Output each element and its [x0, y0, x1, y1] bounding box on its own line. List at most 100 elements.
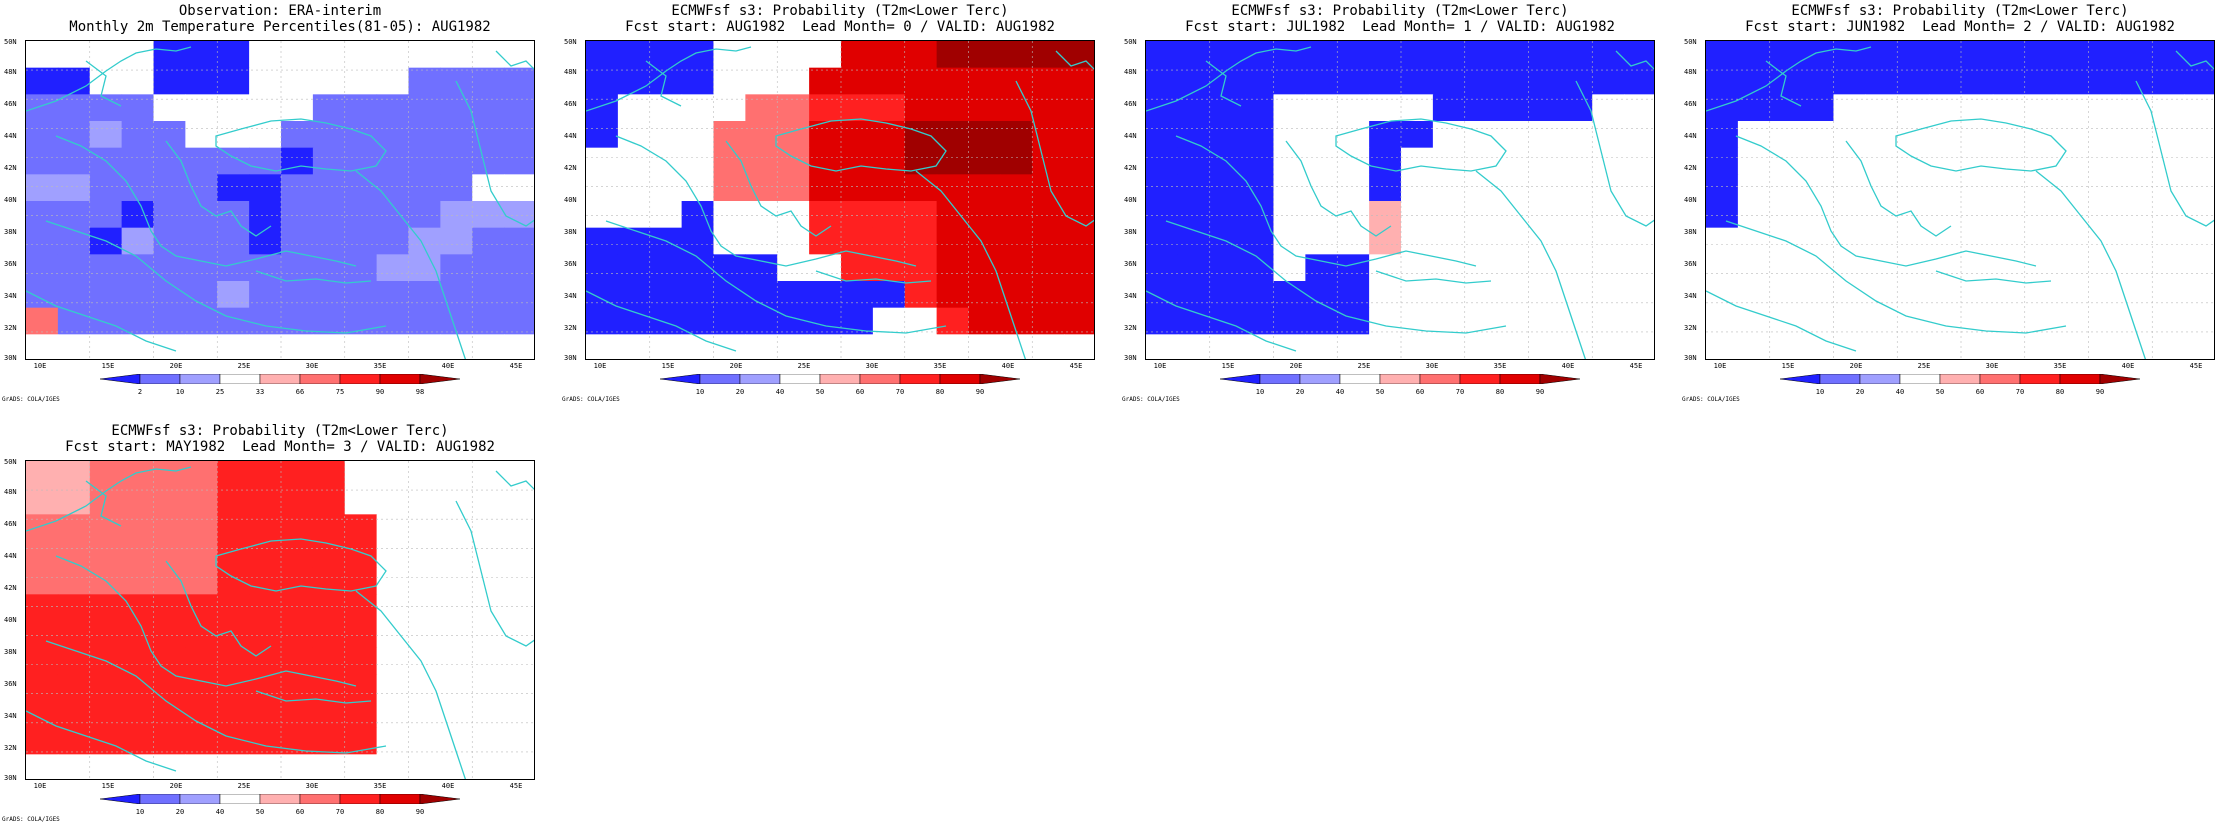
grid-cell	[1064, 174, 1094, 202]
grid-cell	[376, 754, 409, 779]
grid-cell	[1737, 147, 1771, 175]
colorbar-segment	[739, 374, 781, 384]
grid-cell	[713, 281, 746, 309]
grid-cell	[1769, 121, 1803, 149]
grid-cell	[1528, 147, 1561, 175]
grid-cell	[249, 94, 282, 122]
grid-cell	[1706, 121, 1739, 149]
grid-cell	[121, 461, 154, 489]
lon-label: 25E	[797, 362, 811, 370]
grid-cell	[968, 94, 1001, 122]
map-area	[25, 40, 535, 360]
grid-cell	[504, 94, 534, 122]
grid-cell	[153, 541, 186, 569]
grid-cell	[408, 727, 441, 755]
grads-credit: GrADS: COLA/IGES	[562, 396, 620, 403]
grid-cell	[713, 67, 746, 95]
grid-cell	[1064, 121, 1094, 149]
grid-cell	[1032, 121, 1065, 149]
grid-cell	[1737, 254, 1771, 282]
grid-cell	[968, 254, 1001, 282]
grid-cell	[2120, 307, 2153, 335]
lat-label: 48N	[564, 68, 577, 76]
coastline	[586, 46, 752, 112]
grid-cell	[281, 594, 314, 622]
grid-cell	[472, 674, 505, 702]
colorbar-segment	[1259, 374, 1301, 384]
colorbar-label: 50	[1935, 388, 1945, 396]
grid-cell	[57, 227, 91, 255]
grid-cell	[681, 147, 714, 175]
grid-cell	[217, 254, 250, 282]
grid-cell	[1737, 334, 1771, 359]
grid-cell	[281, 754, 314, 779]
grid-cell	[249, 647, 282, 675]
colorbar-label: 66	[295, 388, 305, 396]
grid-cell	[1464, 94, 1498, 122]
grid-cell	[1432, 121, 1466, 149]
panel-title-line-1: Observation: ERA-interim	[178, 3, 382, 19]
grid-cell	[1528, 334, 1561, 359]
grid-cell	[586, 174, 619, 202]
panel-title-line-1: ECMWFsf s3: Probability (T2m<Lower Terc)	[1231, 3, 1569, 19]
colorbar-label: 90	[375, 388, 385, 396]
grid-cell	[57, 174, 91, 202]
lat-label: 30N	[4, 774, 17, 782]
panel-title-line-2: Monthly 2m Temperature Percentiles(81-05…	[69, 19, 491, 35]
grid-cell	[2184, 201, 2214, 229]
lat-label: 44N	[1684, 132, 1697, 140]
coastline	[1706, 290, 1857, 352]
grid-cell	[617, 41, 651, 69]
grid-cell	[681, 121, 714, 149]
grid-cell	[408, 701, 441, 729]
grid-cell	[1177, 94, 1211, 122]
grid-cell	[344, 41, 378, 69]
grid-cell	[1241, 201, 1274, 229]
grid-cell	[936, 147, 969, 175]
colorbar-segment	[339, 794, 381, 804]
grid-cell	[26, 754, 59, 779]
grid-cell	[89, 701, 123, 729]
grid-cell	[872, 334, 906, 359]
coastline	[605, 220, 947, 334]
coastline	[815, 270, 932, 284]
grid-cell	[1000, 41, 1033, 69]
grid-cell	[1241, 67, 1274, 95]
grid-cell	[26, 514, 59, 542]
grid-cell	[2056, 227, 2089, 255]
grid-cell	[89, 487, 123, 515]
grid-cell	[504, 514, 534, 542]
colorbar-label: 70	[335, 808, 345, 816]
grid-cell	[217, 174, 250, 202]
grid-cell	[904, 334, 938, 359]
grid-cell	[2056, 307, 2089, 335]
grid-cell	[376, 541, 409, 569]
grid-cell	[153, 334, 186, 359]
grid-cell	[153, 307, 186, 335]
grid-cell	[1897, 281, 1930, 309]
grid-cell	[1000, 94, 1033, 122]
grid-cell	[217, 674, 250, 702]
grid-cell	[344, 121, 378, 149]
grid-cell	[681, 307, 714, 335]
grid-cell	[153, 281, 186, 309]
lon-label: 30E	[1985, 362, 1999, 370]
grid-cell	[57, 674, 91, 702]
grid-cell	[1992, 227, 2026, 255]
grid-cell	[1706, 254, 1739, 282]
grid-cell	[2184, 307, 2214, 335]
grid-cell	[1929, 174, 1962, 202]
colorbar-segment	[1419, 374, 1461, 384]
grid-cell	[2120, 94, 2153, 122]
grid-cell	[586, 334, 619, 359]
colorbar-segment	[1979, 374, 2021, 384]
grid-cell	[249, 754, 282, 779]
grid-cell	[2088, 94, 2121, 122]
grid-cell	[121, 567, 154, 595]
grid-cell	[217, 307, 250, 335]
grid-cell	[1737, 281, 1771, 309]
colorbar-label: 50	[1375, 388, 1385, 396]
grid-cell	[1737, 121, 1771, 149]
grid-cell	[745, 41, 778, 69]
coastline	[85, 60, 122, 107]
